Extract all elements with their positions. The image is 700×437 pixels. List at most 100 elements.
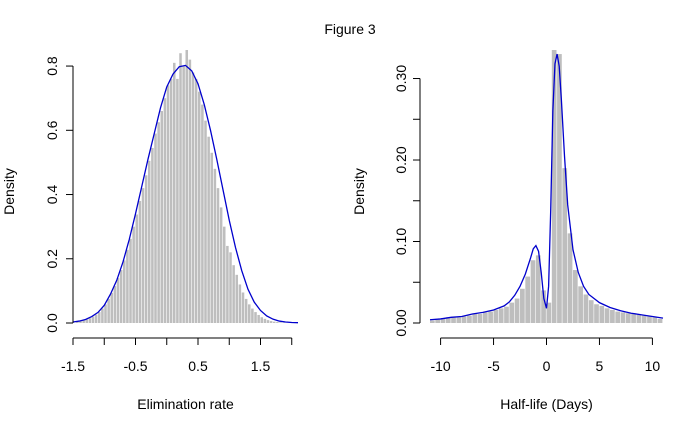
y-tick-label: 0.4 (44, 185, 60, 205)
histogram-bar (186, 50, 189, 323)
histogram-bar (578, 286, 583, 323)
histogram-bar (95, 315, 98, 323)
histogram-bar (236, 275, 239, 323)
histogram-bar (176, 79, 179, 323)
x-tick-label: 1.5 (251, 358, 271, 374)
histogram-bar (642, 316, 647, 323)
histogram-bar (599, 306, 604, 323)
histogram-bar (207, 137, 210, 323)
histogram-bar (111, 293, 114, 323)
histogram-bar (637, 315, 642, 323)
y-tick-label: 0.0 (44, 313, 60, 333)
histogram-bar (223, 227, 226, 323)
histogram-bar (573, 270, 578, 323)
histogram-bar (531, 260, 536, 323)
histogram-bar (270, 321, 273, 323)
histogram-bar (605, 308, 610, 323)
histogram-bar (220, 207, 223, 323)
histogram-bar (267, 320, 270, 323)
histogram-bar (504, 307, 509, 323)
histogram-bar (126, 250, 129, 323)
histogram-bar (164, 98, 167, 323)
y-tick-label: 0.2 (44, 249, 60, 269)
histogram-bar (488, 312, 493, 323)
histogram-bar (167, 85, 170, 323)
histogram-bar (195, 79, 198, 323)
histogram-bar (631, 314, 636, 323)
histogram-bar (148, 161, 151, 323)
histogram-bar (161, 111, 164, 323)
histogram-bar (494, 310, 499, 323)
histogram-bar (615, 312, 620, 323)
y-tick-label: 0.10 (393, 228, 409, 255)
histogram-bar (226, 246, 229, 323)
x-tick-label: -1.5 (61, 358, 85, 374)
histogram-bar (509, 303, 514, 323)
x-tick-label: -10 (430, 358, 450, 374)
histogram-bar (173, 63, 176, 323)
y-axis-label: Density (351, 168, 367, 215)
histogram-bar (114, 286, 117, 323)
histogram-bar (658, 319, 663, 323)
histogram-bar (182, 66, 185, 323)
histogram-bar (264, 319, 267, 323)
histogram-bar (279, 322, 282, 323)
density-curve (430, 54, 663, 320)
histogram-bar (525, 277, 530, 323)
histogram-bar (610, 310, 615, 323)
histogram-bar (462, 316, 467, 323)
histogram-bar (621, 312, 626, 323)
histogram-bar (594, 304, 599, 323)
histogram-bar (154, 134, 157, 323)
x-tick-label: 0 (543, 358, 551, 374)
y-tick-label: 0.8 (44, 56, 60, 76)
histogram-bar (117, 278, 120, 323)
histogram-bar (217, 188, 220, 323)
x-tick-label: 5 (596, 358, 604, 374)
histogram-bar (467, 316, 472, 323)
histogram-bar (251, 309, 254, 323)
histogram-bar (136, 214, 139, 323)
histogram-bar (89, 318, 92, 323)
histogram-bar (568, 233, 573, 323)
y-tick-label: 0.30 (393, 65, 409, 92)
histogram-bar (211, 153, 214, 323)
histogram-bar (584, 294, 589, 323)
histogram-bar (589, 300, 594, 323)
histogram-bar (151, 148, 154, 323)
histogram-bar (98, 312, 101, 323)
histogram-bar (261, 317, 264, 323)
y-tick-label: 0.20 (393, 146, 409, 173)
histogram-bar (515, 299, 520, 323)
y-tick-label: 0.6 (44, 120, 60, 140)
figure-title: Figure 3 (324, 21, 376, 37)
histogram-bar (647, 316, 652, 323)
histogram-bar (430, 321, 435, 323)
histogram-bar (276, 322, 279, 323)
histogram-bar (520, 289, 525, 323)
x-axis-label: Half-life (Days) (500, 396, 593, 412)
y-tick-label: 0.00 (393, 309, 409, 336)
histogram-bar (189, 60, 192, 323)
y-axis-label: Density (1, 168, 17, 215)
histogram-bar (472, 314, 477, 323)
histogram-bar (170, 79, 173, 323)
x-axis-label: Elimination rate (137, 396, 234, 412)
histogram-bar (273, 322, 276, 323)
histogram-bar (242, 292, 245, 323)
histogram-bar (101, 309, 104, 323)
x-tick-label: 0.5 (188, 358, 208, 374)
histogram-bar (123, 260, 126, 323)
histogram-bar (499, 308, 504, 323)
histogram-bar (451, 317, 456, 323)
histogram-bar (478, 314, 483, 323)
histogram-bar (626, 313, 631, 323)
histogram-bar (142, 188, 145, 323)
histogram-bar (239, 284, 242, 323)
histogram-bar (120, 270, 123, 323)
histogram-bar (201, 105, 204, 323)
histogram-bar (179, 53, 182, 323)
